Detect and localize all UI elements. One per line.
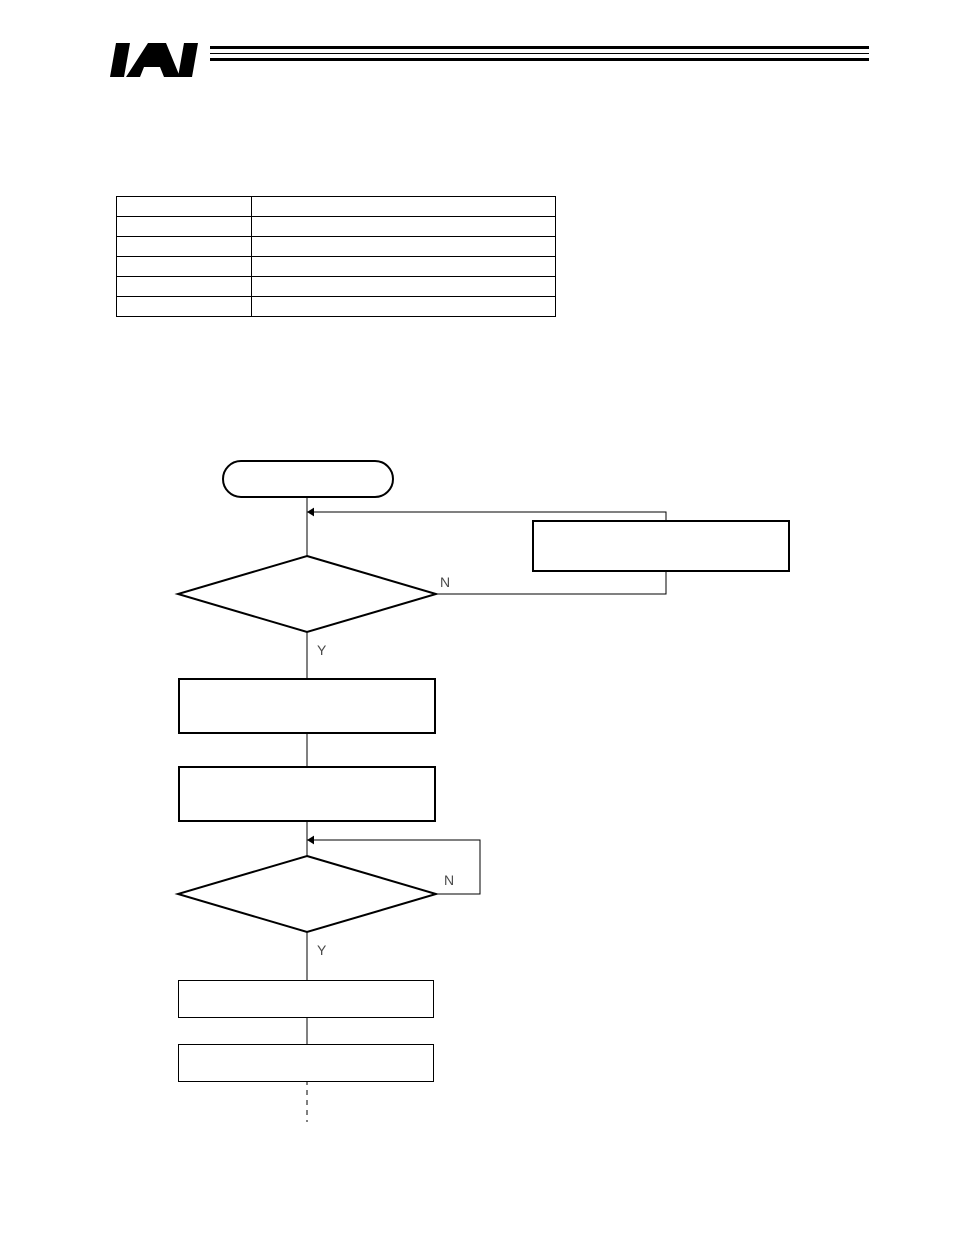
table-cell	[117, 277, 252, 297]
table-cell	[251, 297, 555, 317]
table-cell	[117, 217, 252, 237]
flowchart-process	[178, 678, 436, 734]
table-cell	[251, 277, 555, 297]
table-row	[117, 237, 556, 257]
arrowhead-icon	[307, 508, 314, 517]
table-row	[117, 257, 556, 277]
flowchart-terminator	[222, 460, 394, 498]
table-row	[117, 297, 556, 317]
brand-logo	[110, 40, 202, 80]
table-cell	[251, 217, 555, 237]
table-cell	[117, 257, 252, 277]
flowchart-branch-label: Y	[317, 942, 326, 958]
flowchart-branch-label: Y	[317, 642, 326, 658]
table-cell	[251, 237, 555, 257]
flowchart-process	[178, 1044, 434, 1082]
arrowhead-icon	[307, 836, 314, 845]
table-row	[117, 197, 556, 217]
header-rule-lines	[210, 46, 869, 61]
page-header	[110, 40, 869, 88]
flowchart-branch-label: N	[444, 872, 454, 888]
flowchart-branch-label: N	[440, 574, 450, 590]
spec-table	[116, 196, 556, 317]
table-cell	[251, 257, 555, 277]
table-cell	[251, 197, 555, 217]
flowchart-decision	[178, 856, 436, 932]
flowchart-decision	[178, 556, 436, 632]
flowchart-process	[532, 520, 790, 572]
flowchart: Y N Y N	[110, 460, 830, 1130]
table-cell	[117, 237, 252, 257]
flowchart-process	[178, 766, 436, 822]
table-cell	[117, 197, 252, 217]
table-row	[117, 277, 556, 297]
table-row	[117, 217, 556, 237]
flowchart-connector	[307, 512, 666, 520]
flowchart-process	[178, 980, 434, 1018]
table-cell	[117, 297, 252, 317]
